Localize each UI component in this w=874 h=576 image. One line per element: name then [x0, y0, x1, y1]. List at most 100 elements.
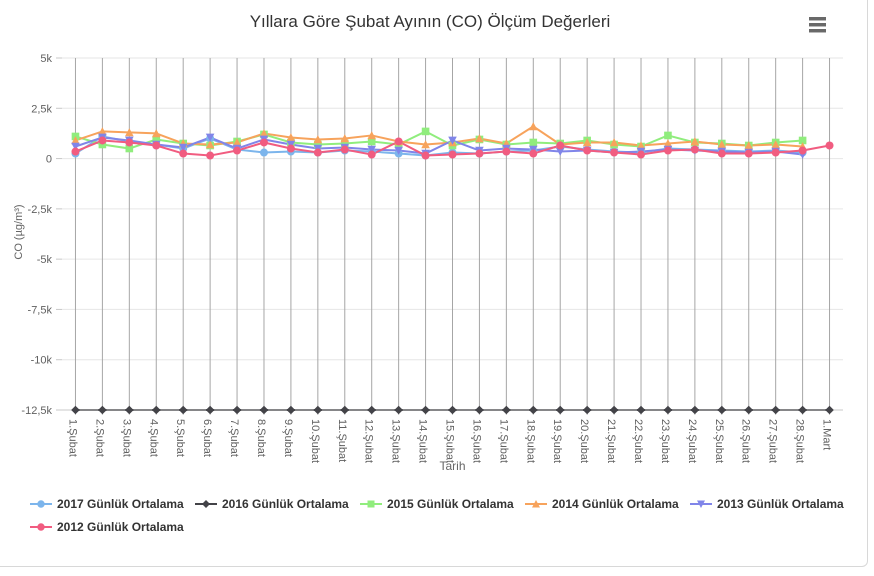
data-point-circle[interactable]: [663, 146, 672, 155]
data-point-circle[interactable]: [798, 146, 807, 155]
data-point-triangle-down[interactable]: [448, 136, 457, 145]
data-point-circle[interactable]: [340, 145, 349, 154]
data-point-circle[interactable]: [125, 138, 134, 147]
data-point-diamond[interactable]: [259, 405, 269, 415]
data-point-square[interactable]: [529, 138, 538, 147]
data-point-circle[interactable]: [98, 136, 107, 145]
data-point-triangle[interactable]: [151, 129, 161, 138]
data-point-circle[interactable]: [475, 149, 484, 158]
data-point-circle[interactable]: [825, 141, 834, 150]
data-point-triangle-down[interactable]: [394, 146, 403, 155]
legend-item-2017[interactable]: 2017 Günlük Ortalama: [30, 497, 195, 511]
data-point-diamond[interactable]: [690, 405, 700, 415]
data-point-triangle[interactable]: [636, 141, 646, 150]
data-point-diamond[interactable]: [582, 405, 592, 415]
data-point-triangle[interactable]: [98, 127, 107, 136]
data-point-circle[interactable]: [556, 141, 565, 150]
data-point-triangle[interactable]: [205, 140, 215, 149]
data-point-circle[interactable]: [71, 147, 80, 156]
data-point-triangle[interactable]: [259, 129, 269, 138]
data-point-diamond[interactable]: [448, 405, 457, 415]
data-point-square[interactable]: [314, 140, 322, 149]
data-point-circle[interactable]: [690, 145, 699, 154]
data-point-triangle[interactable]: [232, 138, 242, 147]
data-point-circle[interactable]: [771, 148, 780, 157]
data-point-diamond[interactable]: [151, 405, 161, 415]
data-point-triangle[interactable]: [286, 133, 296, 142]
data-point-triangle[interactable]: [744, 141, 754, 150]
data-point-circle[interactable]: [717, 149, 726, 158]
data-point-diamond[interactable]: [663, 405, 673, 415]
data-point-circle[interactable]: [259, 138, 268, 147]
data-point-triangle[interactable]: [582, 138, 592, 147]
data-point-diamond[interactable]: [205, 405, 215, 415]
data-point-circle[interactable]: [744, 149, 753, 158]
data-point-triangle-down[interactable]: [71, 142, 80, 151]
data-point-diamond[interactable]: [528, 405, 538, 415]
data-point-square[interactable]: [125, 144, 134, 153]
data-point-circle[interactable]: [502, 147, 511, 156]
data-point-diamond[interactable]: [71, 405, 80, 415]
data-point-circle[interactable]: [529, 149, 538, 158]
data-point-square[interactable]: [340, 139, 349, 148]
data-point-triangle[interactable]: [717, 140, 727, 149]
data-point-triangle-down[interactable]: [178, 143, 188, 152]
legend-item-2016[interactable]: 2016 Günlük Ortalama: [195, 497, 360, 511]
data-point-triangle[interactable]: [367, 131, 377, 140]
data-point-diamond[interactable]: [771, 405, 780, 415]
data-point-diamond[interactable]: [394, 405, 403, 415]
data-point-triangle[interactable]: [340, 134, 350, 143]
legend-item-2015[interactable]: 2015 Günlük Ortalama: [360, 497, 525, 511]
data-point-diamond[interactable]: [609, 405, 619, 415]
data-point-circle[interactable]: [286, 144, 295, 153]
data-point-square[interactable]: [152, 135, 161, 144]
data-point-diamond[interactable]: [717, 405, 727, 415]
data-point-circle[interactable]: [179, 149, 188, 158]
data-point-circle[interactable]: [448, 150, 457, 159]
data-point-circle[interactable]: [37, 523, 45, 531]
data-point-square[interactable]: [421, 127, 430, 136]
data-point-circle[interactable]: [152, 141, 161, 150]
data-point-diamond[interactable]: [367, 405, 377, 415]
data-point-triangle[interactable]: [421, 140, 430, 149]
data-point-triangle[interactable]: [313, 135, 323, 144]
data-point-square[interactable]: [798, 136, 807, 145]
data-point-diamond[interactable]: [798, 405, 807, 415]
data-point-diamond[interactable]: [555, 405, 565, 415]
data-point-triangle[interactable]: [532, 500, 540, 508]
data-point-square[interactable]: [367, 137, 376, 146]
legend-item-2014[interactable]: 2014 Günlük Ortalama: [525, 497, 690, 511]
data-point-triangle[interactable]: [475, 134, 484, 143]
data-point-triangle[interactable]: [528, 122, 538, 131]
data-point-diamond[interactable]: [825, 405, 834, 415]
data-point-triangle[interactable]: [690, 137, 700, 146]
data-point-diamond[interactable]: [125, 405, 134, 415]
data-point-diamond[interactable]: [744, 405, 754, 415]
data-point-circle[interactable]: [583, 146, 592, 155]
data-point-diamond[interactable]: [475, 405, 484, 415]
data-point-diamond[interactable]: [202, 500, 210, 508]
data-point-diamond[interactable]: [286, 405, 296, 415]
data-point-triangle[interactable]: [71, 136, 80, 145]
data-point-diamond[interactable]: [313, 405, 323, 415]
data-point-diamond[interactable]: [636, 405, 646, 415]
data-point-circle[interactable]: [367, 150, 376, 159]
data-point-triangle[interactable]: [125, 128, 134, 137]
data-point-triangle-down[interactable]: [555, 147, 565, 156]
data-point-square[interactable]: [664, 131, 672, 140]
data-point-diamond[interactable]: [98, 405, 107, 415]
data-point-triangle[interactable]: [609, 138, 619, 147]
data-point-diamond[interactable]: [421, 405, 430, 415]
legend-item-2013[interactable]: 2013 Günlük Ortalama: [690, 497, 855, 511]
data-point-diamond[interactable]: [178, 405, 188, 415]
data-point-circle[interactable]: [394, 137, 403, 146]
data-point-circle[interactable]: [610, 148, 619, 157]
data-point-triangle-down[interactable]: [205, 133, 215, 142]
data-point-triangle-down[interactable]: [697, 500, 705, 509]
chart-context-menu-button[interactable]: [809, 17, 826, 33]
data-point-diamond[interactable]: [502, 405, 511, 415]
data-point-square[interactable]: [98, 140, 107, 149]
data-point-circle[interactable]: [637, 150, 646, 159]
data-point-circle[interactable]: [259, 148, 268, 157]
data-point-circle[interactable]: [37, 500, 45, 508]
